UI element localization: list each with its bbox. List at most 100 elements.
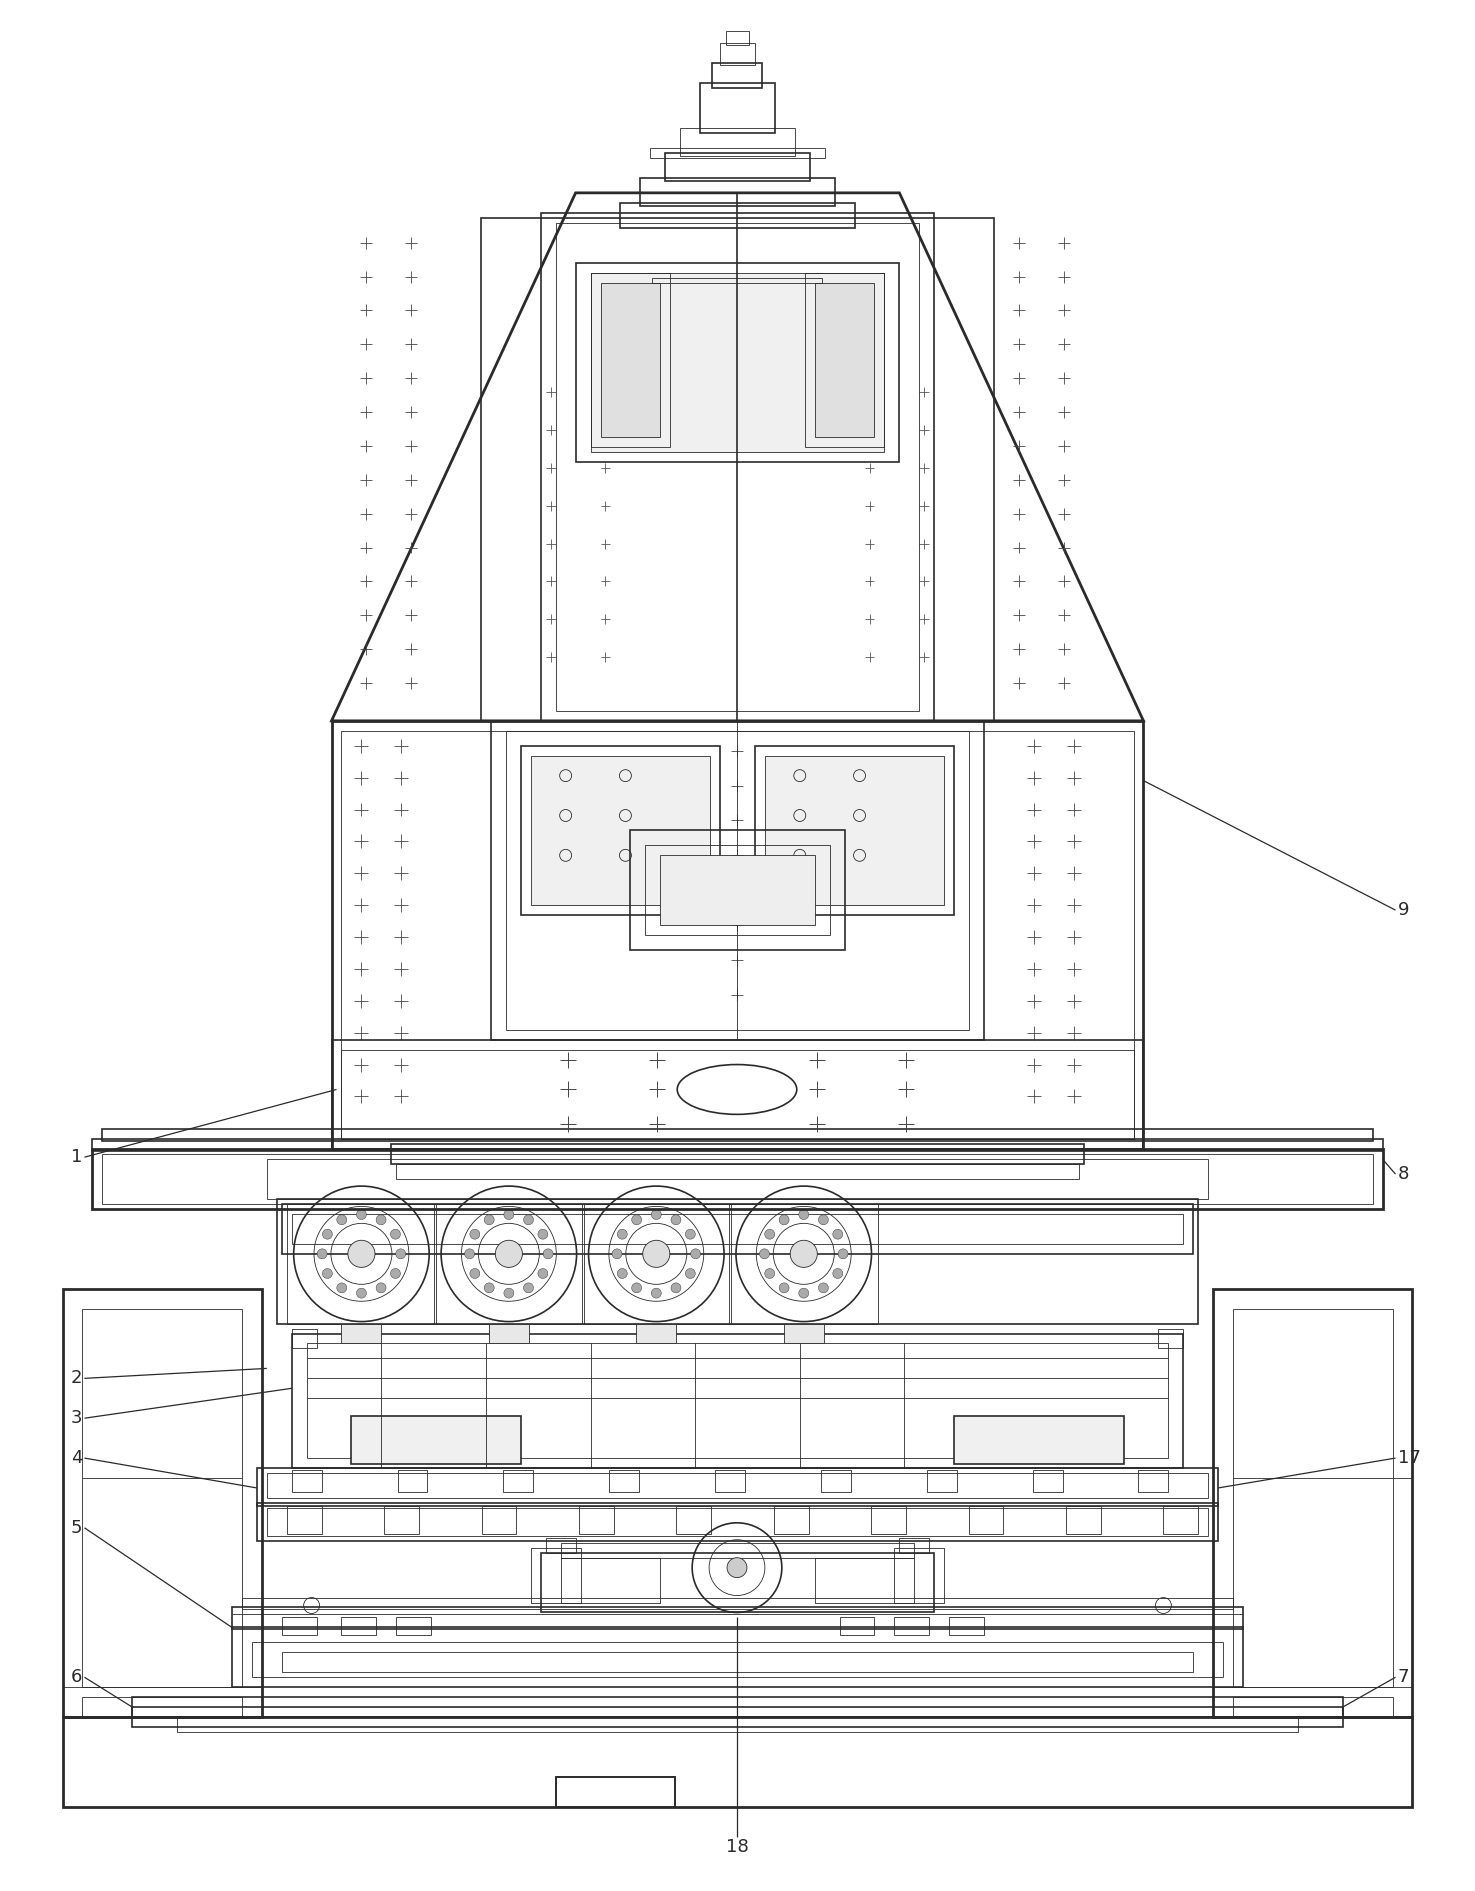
Bar — [969, 1505, 1003, 1534]
Bar — [640, 178, 835, 206]
Bar — [93, 1138, 1382, 1152]
Bar — [712, 62, 763, 89]
Circle shape — [348, 1240, 375, 1267]
Circle shape — [524, 1214, 534, 1225]
Bar — [839, 1617, 875, 1636]
Bar — [133, 1696, 1342, 1717]
Circle shape — [484, 1282, 494, 1293]
Bar — [292, 1214, 1183, 1244]
Bar — [286, 1205, 437, 1324]
Text: 6: 6 — [71, 1668, 83, 1687]
Circle shape — [612, 1248, 622, 1259]
Bar — [1214, 1687, 1413, 1717]
Bar — [531, 756, 709, 906]
Circle shape — [538, 1229, 547, 1239]
Bar — [677, 1505, 711, 1534]
Bar — [1066, 1505, 1100, 1534]
Bar — [342, 730, 1133, 1138]
Bar — [398, 1469, 428, 1492]
Circle shape — [690, 1248, 701, 1259]
Bar — [62, 1717, 1413, 1806]
Bar — [950, 1617, 984, 1636]
Text: 7: 7 — [1397, 1668, 1409, 1687]
Bar — [342, 1050, 1133, 1138]
Text: 17: 17 — [1397, 1449, 1420, 1467]
Bar — [391, 1144, 1084, 1165]
Bar — [351, 1416, 521, 1464]
Bar — [1164, 1505, 1198, 1534]
Circle shape — [686, 1269, 695, 1278]
Bar — [133, 1708, 1342, 1726]
Circle shape — [323, 1229, 332, 1239]
Bar — [560, 1543, 914, 1558]
Circle shape — [391, 1269, 400, 1278]
Text: 9: 9 — [1397, 902, 1409, 919]
Bar — [783, 1324, 823, 1343]
Circle shape — [357, 1210, 366, 1220]
Bar — [481, 1505, 516, 1534]
Bar — [282, 1205, 1193, 1254]
Bar — [600, 282, 661, 437]
Bar — [257, 1503, 1218, 1541]
Bar — [1233, 1696, 1392, 1717]
Bar — [822, 1469, 851, 1492]
Circle shape — [833, 1229, 842, 1239]
Bar — [286, 1505, 322, 1534]
Bar — [954, 1416, 1124, 1464]
Bar — [541, 214, 934, 720]
Circle shape — [317, 1248, 327, 1259]
Text: 5: 5 — [71, 1518, 83, 1537]
Bar — [277, 1199, 1198, 1324]
Circle shape — [484, 1214, 494, 1225]
Bar — [720, 43, 755, 66]
Bar — [755, 745, 954, 915]
Circle shape — [631, 1282, 642, 1293]
Bar — [332, 720, 1143, 1150]
Text: 1: 1 — [71, 1148, 83, 1167]
Bar — [232, 1607, 1243, 1630]
Bar — [177, 1717, 1298, 1732]
Bar — [1139, 1469, 1168, 1492]
Circle shape — [496, 1240, 522, 1267]
Circle shape — [799, 1210, 808, 1220]
Bar — [766, 756, 944, 906]
Bar — [805, 272, 885, 446]
Bar — [872, 1505, 906, 1534]
Bar — [621, 202, 854, 227]
Bar — [814, 282, 875, 437]
Circle shape — [652, 1288, 661, 1297]
Text: 2: 2 — [71, 1369, 83, 1388]
Circle shape — [376, 1214, 386, 1225]
Bar — [62, 1288, 261, 1717]
Polygon shape — [332, 193, 1143, 720]
Bar — [252, 1643, 1223, 1677]
Circle shape — [764, 1229, 774, 1239]
Bar — [267, 1159, 1208, 1199]
Bar — [894, 1547, 944, 1602]
Bar — [232, 1628, 1243, 1687]
Circle shape — [631, 1214, 642, 1225]
Circle shape — [652, 1210, 661, 1220]
Bar — [701, 83, 774, 132]
Bar — [652, 278, 822, 282]
Bar — [926, 1469, 957, 1492]
Text: 3: 3 — [71, 1409, 83, 1428]
Circle shape — [671, 1282, 681, 1293]
Bar — [556, 1778, 676, 1806]
Bar — [282, 1617, 317, 1636]
Circle shape — [323, 1269, 332, 1278]
Bar — [636, 1324, 676, 1343]
Text: 18: 18 — [726, 1838, 748, 1855]
Bar — [590, 272, 670, 446]
Bar — [556, 1778, 676, 1806]
Circle shape — [524, 1282, 534, 1293]
Bar — [292, 1333, 1183, 1467]
Bar — [242, 1598, 1233, 1609]
Bar — [1214, 1288, 1413, 1717]
Circle shape — [538, 1269, 547, 1278]
Bar — [575, 263, 900, 461]
Bar — [491, 720, 984, 1040]
Bar — [680, 129, 795, 155]
Bar — [488, 1324, 530, 1343]
Bar — [665, 153, 810, 182]
